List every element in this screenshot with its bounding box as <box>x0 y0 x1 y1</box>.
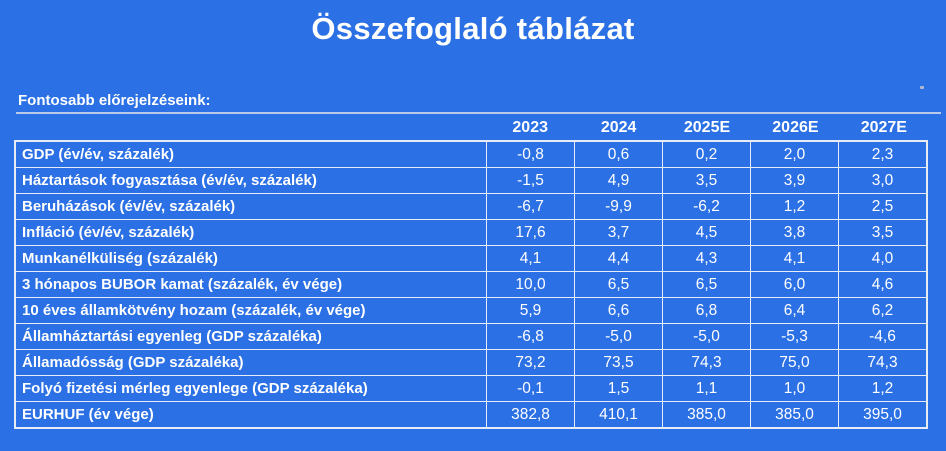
forecast-table: GDP (év/év, százalék) -0,8 0,6 0,2 2,0 2,3 Ház… <box>14 140 928 429</box>
value-cell: 3,0 <box>838 168 926 193</box>
value-cell: -5,3 <box>750 324 838 349</box>
value-cell: 6,4 <box>750 298 838 323</box>
year-column-header: 2026E <box>772 119 819 136</box>
year-column-header: 2024 <box>600 119 637 136</box>
row-label: Államháztartási egyenleg (GDP százaléka) <box>22 328 322 345</box>
value-cell: 6,6 <box>574 298 662 323</box>
value-cell: -1,5 <box>486 168 574 193</box>
value-cell: -0,8 <box>486 142 574 167</box>
value-cell: -0,1 <box>486 376 574 401</box>
value-cell: -4,6 <box>838 324 926 349</box>
value-cell: 4,6 <box>838 272 926 297</box>
table-row: 3 hónapos BUBOR kamat (százalék, év vége… <box>16 271 926 297</box>
row-label: 10 éves államkötvény hozam (százalék, év… <box>22 302 366 319</box>
row-label: Folyó fizetési mérleg egyenlege (GDP szá… <box>22 380 368 397</box>
row-label: Háztartások fogyasztása (év/év, százalék… <box>22 172 317 189</box>
value-cell: 74,3 <box>662 350 750 375</box>
value-cell: 1,2 <box>750 194 838 219</box>
value-cell: 2,3 <box>838 142 926 167</box>
value-cell: -5,0 <box>662 324 750 349</box>
year-column-header: 2027E <box>860 119 907 136</box>
table-row: Háztartások fogyasztása (év/év, százalék… <box>16 167 926 193</box>
value-cell: 2,5 <box>838 194 926 219</box>
table-row: GDP (év/év, százalék) -0,8 0,6 0,2 2,0 2,3 <box>16 142 926 167</box>
value-cell: 2,0 <box>750 142 838 167</box>
value-cell: 73,5 <box>574 350 662 375</box>
value-cell: 4,5 <box>662 220 750 245</box>
table-row: Folyó fizetési mérleg egyenlege (GDP szá… <box>16 375 926 401</box>
table-row: EURHUF (év vége) 382,8 410,1 385,0 385,0 395,… <box>16 401 926 427</box>
table-row: Munkanélküliség (százalék) 4,1 4,4 4,3 4,1 4,… <box>16 245 926 271</box>
value-cell: 6,5 <box>574 272 662 297</box>
value-cell: 0,6 <box>574 142 662 167</box>
value-cell: 410,1 <box>574 402 662 427</box>
value-cell: -5,0 <box>574 324 662 349</box>
value-cell: 1,1 <box>662 376 750 401</box>
table-year-header-row: 2023 2024 2025E 2026E 2027E <box>486 116 928 139</box>
value-cell: 74,3 <box>838 350 926 375</box>
value-cell: 17,6 <box>486 220 574 245</box>
value-cell: -9,9 <box>574 194 662 219</box>
value-cell: 6,8 <box>662 298 750 323</box>
year-column-header: 2025E <box>683 119 731 136</box>
table-row: Államháztartási egyenleg (GDP százaléka)… <box>16 323 926 349</box>
value-cell: 73,2 <box>486 350 574 375</box>
value-cell: 5,9 <box>486 298 574 323</box>
value-cell: 395,0 <box>838 402 926 427</box>
value-cell: 0,2 <box>662 142 750 167</box>
table-row: Infláció (év/év, százalék) 17,6 3,7 4,5 3,8 3… <box>16 219 926 245</box>
value-cell: 385,0 <box>750 402 838 427</box>
value-cell: -6,7 <box>486 194 574 219</box>
value-cell: 1,5 <box>574 376 662 401</box>
row-label: Munkanélküliség (százalék) <box>22 250 218 267</box>
row-label: Államadósság (GDP százaléka) <box>22 354 244 371</box>
value-cell: 1,2 <box>838 376 926 401</box>
value-cell: 6,2 <box>838 298 926 323</box>
section-underline <box>16 112 941 114</box>
value-cell: 385,0 <box>662 402 750 427</box>
value-cell: 4,9 <box>574 168 662 193</box>
value-cell: 1,0 <box>750 376 838 401</box>
table-row: 10 éves államkötvény hozam (százalék, év… <box>16 297 926 323</box>
row-label: Infláció (év/év, százalék) <box>22 224 195 241</box>
value-cell: 3,5 <box>838 220 926 245</box>
value-cell: 6,0 <box>750 272 838 297</box>
row-label: 3 hónapos BUBOR kamat (százalék, év vége… <box>22 276 343 293</box>
value-cell: 4,0 <box>838 246 926 271</box>
value-cell: 4,4 <box>574 246 662 271</box>
value-cell: -6,8 <box>486 324 574 349</box>
table-row: Beruházások (év/év, százalék) -6,7 -9,9 -6,… <box>16 193 926 219</box>
table-row: Államadósság (GDP százaléka) 73,2 73,5 74,3… <box>16 349 926 375</box>
value-cell: 4,1 <box>750 246 838 271</box>
value-cell: 10,0 <box>486 272 574 297</box>
forecasts-section-label: Fontosabb előrejelzéseink: <box>18 92 211 109</box>
value-cell: -6,2 <box>662 194 750 219</box>
value-cell: 6,5 <box>662 272 750 297</box>
year-column-header: 2023 <box>512 119 548 136</box>
value-cell: 3,9 <box>750 168 838 193</box>
value-cell: 382,8 <box>486 402 574 427</box>
value-cell: 4,3 <box>662 246 750 271</box>
screen-artifact-speck <box>920 86 924 89</box>
value-cell: 75,0 <box>750 350 838 375</box>
value-cell: 3,8 <box>750 220 838 245</box>
value-cell: 3,7 <box>574 220 662 245</box>
value-cell: 3,5 <box>662 168 750 193</box>
page-title: Összefoglaló táblázat <box>311 11 635 46</box>
value-cell: 4,1 <box>486 246 574 271</box>
row-label: GDP (év/év, százalék) <box>22 146 175 163</box>
row-label: EURHUF (év vége) <box>22 406 154 423</box>
row-label: Beruházások (év/év, százalék) <box>22 198 236 215</box>
